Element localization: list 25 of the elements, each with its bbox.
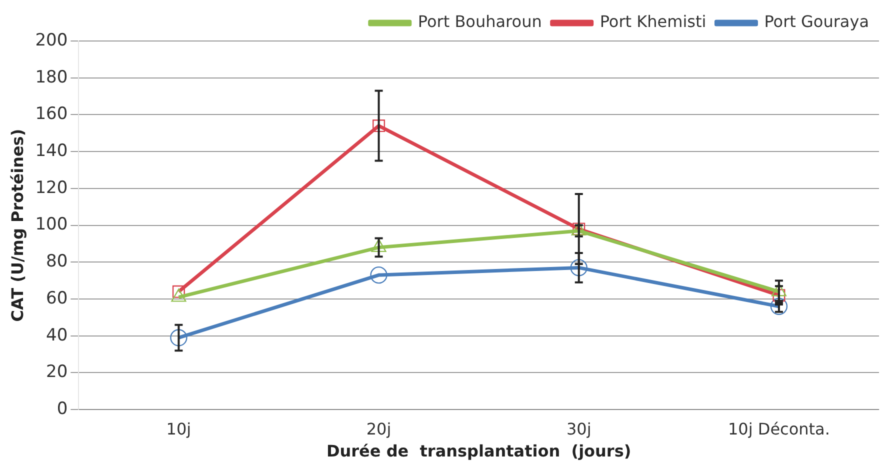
point bbox=[770, 298, 788, 315]
y-tick-label: 200 bbox=[35, 30, 68, 50]
x-tick-label: 20j bbox=[366, 419, 392, 438]
y-tick-label: 40 bbox=[46, 325, 68, 346]
point bbox=[370, 266, 388, 284]
legend-label: Port Khemisti bbox=[600, 12, 706, 32]
x-tick-label: 30j bbox=[566, 419, 592, 438]
x-tick-label: 10j Déconta. bbox=[728, 419, 830, 438]
x-axis-title: Durée de transplantation (jours) bbox=[326, 442, 632, 461]
y-tick-label: 0 bbox=[56, 399, 68, 420]
y-tick-label: 140 bbox=[35, 141, 68, 161]
x-tick-label: 10j bbox=[166, 419, 192, 438]
y-tick-label: 60 bbox=[46, 288, 68, 308]
y-axis-title: CAT (U/mg Protéines) bbox=[8, 128, 27, 322]
y-tick-label: 100 bbox=[35, 214, 68, 235]
point bbox=[170, 329, 188, 346]
point bbox=[570, 259, 588, 276]
y-tick-label: 20 bbox=[46, 362, 68, 382]
y-tick-label: 80 bbox=[46, 252, 68, 272]
y-tick-label: 120 bbox=[35, 178, 68, 198]
legend-label: Port Bouharoun bbox=[418, 12, 542, 32]
legend-label: Port Gouraya bbox=[764, 12, 870, 32]
y-tick-label: 160 bbox=[35, 104, 68, 124]
point bbox=[372, 120, 386, 132]
y-tick-label: 180 bbox=[35, 67, 68, 88]
